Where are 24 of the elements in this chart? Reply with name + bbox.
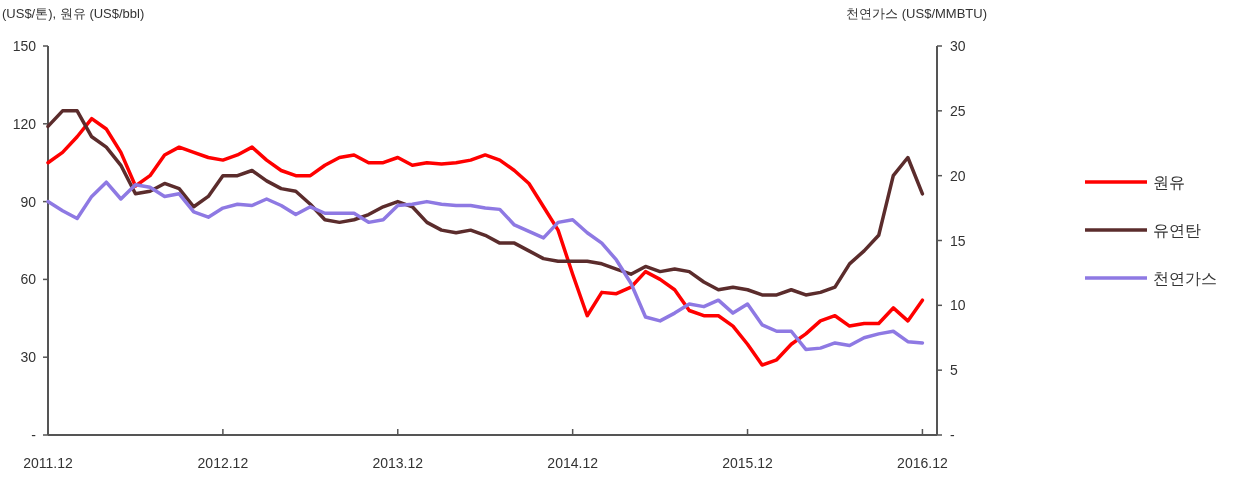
y-tick-label: - [31,427,37,443]
legend-label: 유연탄 [1153,222,1201,239]
y2-tick-label: 15 [950,232,966,249]
x-tick-label: 2014.12 [547,455,599,471]
y2-axis-title: 천연가스 (US$/MMBTU) [846,6,987,21]
x-tick-label: 2015.12 [722,455,774,471]
x-tick-label: 2013.12 [372,455,424,471]
y2-tick-label: - [950,427,955,443]
legend-label: 천연가스 [1153,270,1217,287]
x-tick-label: 2012.12 [197,455,249,471]
x-tick-label: 2011.12 [23,455,73,471]
y-tick-label: 30 [20,349,37,366]
y-tick-label: 150 [12,38,37,54]
y-axis-title: (US$/톤), 원유 (US$/bbl) [2,6,145,21]
y2-tick-label: 10 [950,297,966,314]
y2-tick-label: 30 [950,38,966,54]
y2-tick-label: 25 [950,102,966,119]
y-tick-label: 60 [20,271,37,288]
y2-tick-label: 5 [950,362,958,379]
x-tick-label: 2016.12 [897,455,948,471]
y-tick-label: 120 [12,115,37,132]
y-tick-label: 90 [20,193,37,210]
legend-label: 원유 [1153,174,1185,191]
y2-tick-label: 20 [950,167,966,184]
